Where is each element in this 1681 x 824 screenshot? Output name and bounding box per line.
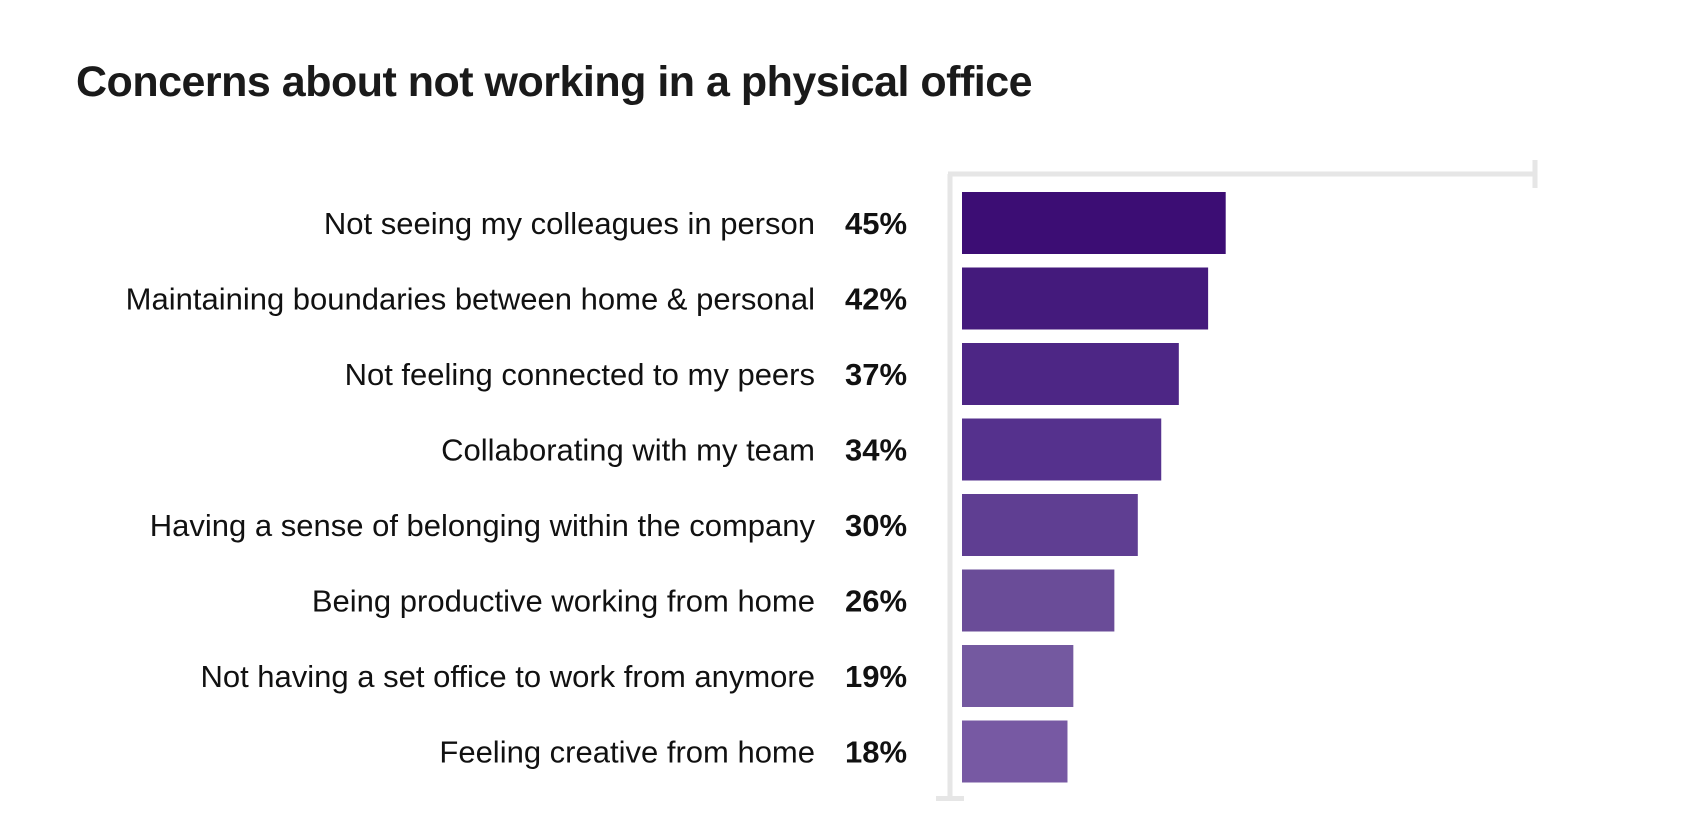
- category-label: Being productive working from home: [312, 584, 815, 619]
- value-label: 30%: [845, 508, 907, 543]
- value-label: 19%: [845, 659, 907, 694]
- category-label: Not having a set office to work from any…: [200, 659, 815, 694]
- category-label: Not feeling connected to my peers: [345, 357, 815, 392]
- chart-title: Concerns about not working in a physical…: [76, 58, 1033, 106]
- category-label: Collaborating with my team: [441, 433, 815, 468]
- bar: [962, 720, 1068, 783]
- bar-series: [962, 192, 1226, 783]
- value-label: 18%: [845, 735, 907, 770]
- bar: [962, 192, 1226, 254]
- bar: [962, 569, 1115, 632]
- chart-axes: [936, 160, 1538, 801]
- bar: [962, 494, 1138, 556]
- bar: [962, 418, 1162, 481]
- category-label: Feeling creative from home: [439, 735, 815, 770]
- value-labels: 45% 42% 37% 34% 30% 26% 19% 18%: [845, 206, 907, 770]
- bar: [962, 645, 1074, 707]
- category-label: Not seeing my colleagues in person: [324, 206, 815, 241]
- category-labels: Not seeing my colleagues in person Mainta…: [126, 206, 816, 770]
- value-label: 42%: [845, 282, 907, 317]
- category-label: Having a sense of belonging within the c…: [150, 508, 816, 543]
- bar: [962, 267, 1209, 330]
- bar: [962, 343, 1179, 405]
- value-label: 37%: [845, 357, 907, 392]
- value-label: 45%: [845, 206, 907, 241]
- value-label: 34%: [845, 433, 907, 468]
- category-label: Maintaining boundaries between home & pe…: [126, 282, 815, 317]
- value-label: 26%: [845, 584, 907, 619]
